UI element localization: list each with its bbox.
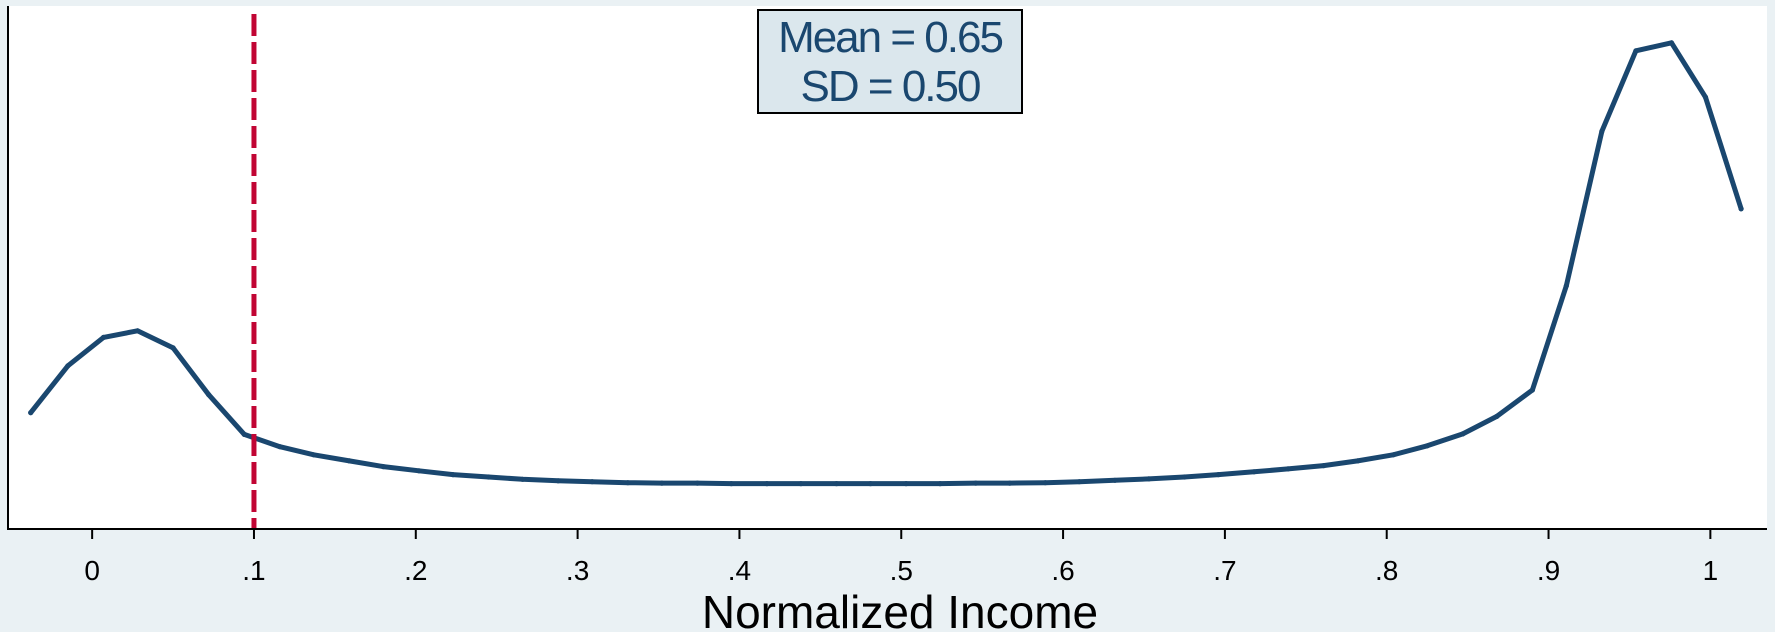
density-point xyxy=(1251,469,1257,475)
x-tick-label: 1 xyxy=(1703,555,1719,586)
x-tick-label: .5 xyxy=(890,555,913,586)
density-point xyxy=(764,481,770,487)
density-point xyxy=(346,458,352,464)
density-point xyxy=(589,479,595,485)
density-point xyxy=(1390,452,1396,458)
density-point xyxy=(1563,283,1569,289)
stats-annotation: Mean = 0.65 SD = 0.50 xyxy=(757,9,1023,114)
density-point xyxy=(1738,206,1744,212)
x-tick-label: .3 xyxy=(566,555,589,586)
density-point xyxy=(1215,472,1221,478)
density-point xyxy=(1424,443,1430,449)
axes-group xyxy=(7,6,1767,530)
density-point xyxy=(1702,94,1709,100)
density-point xyxy=(206,392,212,398)
stat-mean-label: Mean = 0.65 xyxy=(778,13,1002,62)
density-point xyxy=(311,452,317,458)
x-tick-label: 0 xyxy=(84,555,100,586)
density-point xyxy=(903,481,909,487)
x-tick-label: .4 xyxy=(728,555,751,586)
density-point xyxy=(1181,474,1187,480)
x-tick-label: .1 xyxy=(242,555,265,586)
x-tick-label: .7 xyxy=(1213,555,1236,586)
x-tick-label: .6 xyxy=(1051,555,1074,586)
density-point xyxy=(416,468,422,474)
density-point xyxy=(277,444,283,450)
density-point xyxy=(1355,458,1361,464)
density-point xyxy=(1529,387,1535,393)
density-point xyxy=(555,478,561,484)
density-point xyxy=(1112,477,1118,483)
x-tick-label: .8 xyxy=(1375,555,1398,586)
density-point xyxy=(1599,128,1605,134)
density-point xyxy=(1285,466,1291,472)
density-point xyxy=(241,431,247,437)
density-point xyxy=(1042,480,1048,486)
density-point xyxy=(694,480,701,486)
density-point xyxy=(1668,40,1675,46)
density-point xyxy=(659,480,665,486)
density-point xyxy=(1007,480,1013,486)
density-point xyxy=(1633,48,1639,54)
density-point xyxy=(486,474,492,480)
density-point xyxy=(937,481,943,487)
stats-box xyxy=(757,9,1023,114)
density-point xyxy=(867,481,874,487)
density-line xyxy=(28,40,1744,487)
density-point xyxy=(798,481,804,487)
density-point xyxy=(134,328,141,334)
density-point xyxy=(728,481,734,487)
density-point xyxy=(100,334,107,340)
density-point xyxy=(625,480,631,486)
density-point xyxy=(65,363,71,369)
density-point xyxy=(1076,479,1082,485)
x-axis-title: Normalized Income xyxy=(702,586,1098,632)
density-point xyxy=(833,481,840,487)
density-point xyxy=(1460,431,1466,437)
density-point xyxy=(450,472,456,478)
density-point xyxy=(520,476,526,482)
density-point xyxy=(1494,413,1500,419)
density-point xyxy=(380,464,386,470)
density-point xyxy=(973,480,979,486)
density-point xyxy=(1321,463,1327,469)
density-point xyxy=(1146,476,1152,482)
x-tick-group: 0 .1 .2 .3 .4 .5 .6 .7 .8 .9 1 xyxy=(84,529,1718,586)
series-group xyxy=(28,40,1744,487)
density-point xyxy=(28,410,34,416)
x-tick-label: .9 xyxy=(1537,555,1560,586)
x-tick-label: .2 xyxy=(404,555,427,586)
density-point xyxy=(170,345,176,351)
stat-sd-label: SD = 0.50 xyxy=(801,62,980,111)
